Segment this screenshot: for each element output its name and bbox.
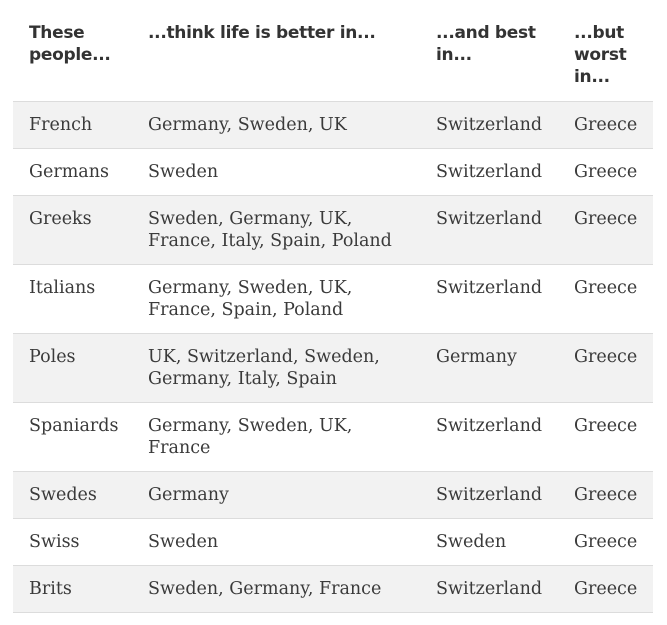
- table-row: Greeks Sweden, Germany, UK, France, Ital…: [13, 194, 653, 264]
- cell-better: Sweden, Germany, UK, France, Italy, Spai…: [133, 194, 422, 264]
- table-row: Germans Sweden Switzerland Greece: [13, 147, 653, 195]
- survey-table-container: These people... ...think life is better …: [13, 0, 653, 613]
- cell-better: Germany, Sweden, UK, France, Spain, Pola…: [133, 263, 422, 333]
- cell-better: Sweden: [133, 517, 422, 565]
- header-row: These people... ...think life is better …: [13, 19, 653, 101]
- cell-people: Poles: [13, 332, 133, 402]
- cell-better: Germany: [133, 470, 422, 518]
- cell-better: UK, Switzerland, Sweden, Germany, Italy,…: [133, 332, 422, 402]
- cell-worst: Greece: [560, 332, 653, 402]
- table-header: These people... ...think life is better …: [13, 19, 653, 101]
- cell-worst: Greece: [560, 564, 653, 613]
- header-worst: ...but worst in...: [574, 23, 627, 87]
- cell-best: Switzerland: [422, 100, 560, 148]
- table-row: Italians Germany, Sweden, UK, France, Sp…: [13, 263, 653, 333]
- header-people: These people...: [29, 23, 111, 65]
- cell-worst: Greece: [560, 517, 653, 565]
- cell-better: Sweden, Germany, France: [133, 564, 422, 613]
- cell-better: Germany, Sweden, UK: [133, 100, 422, 148]
- cell-people: Spaniards: [13, 401, 133, 471]
- cell-best: Switzerland: [422, 564, 560, 613]
- header-best: ...and best in...: [436, 23, 536, 65]
- table-row: French Germany, Sweden, UK Switzerland G…: [13, 100, 653, 148]
- table-row: Poles UK, Switzerland, Sweden, Germany, …: [13, 332, 653, 402]
- cell-people: Brits: [13, 564, 133, 613]
- cell-better: Germany, Sweden, UK, France: [133, 401, 422, 471]
- header-better: ...think life is better in...: [148, 23, 376, 43]
- cell-best: Switzerland: [422, 470, 560, 518]
- cell-worst: Greece: [560, 263, 653, 333]
- survey-table: These people... ...think life is better …: [13, 19, 653, 613]
- table-row: Spaniards Germany, Sweden, UK, France Sw…: [13, 401, 653, 471]
- cell-people: French: [13, 100, 133, 148]
- cell-people: Italians: [13, 263, 133, 333]
- cell-worst: Greece: [560, 194, 653, 264]
- cell-better: Sweden: [133, 147, 422, 195]
- cell-best: Switzerland: [422, 194, 560, 264]
- cell-people: Swedes: [13, 470, 133, 518]
- table-body: French Germany, Sweden, UK Switzerland G…: [13, 100, 653, 613]
- table-row: Swedes Germany Switzerland Greece: [13, 470, 653, 518]
- cell-best: Germany: [422, 332, 560, 402]
- table-row: Swiss Sweden Sweden Greece: [13, 517, 653, 565]
- cell-best: Switzerland: [422, 263, 560, 333]
- cell-worst: Greece: [560, 147, 653, 195]
- cell-people: Greeks: [13, 194, 133, 264]
- cell-people: Germans: [13, 147, 133, 195]
- cell-worst: Greece: [560, 100, 653, 148]
- cell-people: Swiss: [13, 517, 133, 565]
- cell-best: Switzerland: [422, 147, 560, 195]
- table-row: Brits Sweden, Germany, France Switzerlan…: [13, 564, 653, 613]
- cell-worst: Greece: [560, 470, 653, 518]
- cell-best: Sweden: [422, 517, 560, 565]
- cell-worst: Greece: [560, 401, 653, 471]
- cell-best: Switzerland: [422, 401, 560, 471]
